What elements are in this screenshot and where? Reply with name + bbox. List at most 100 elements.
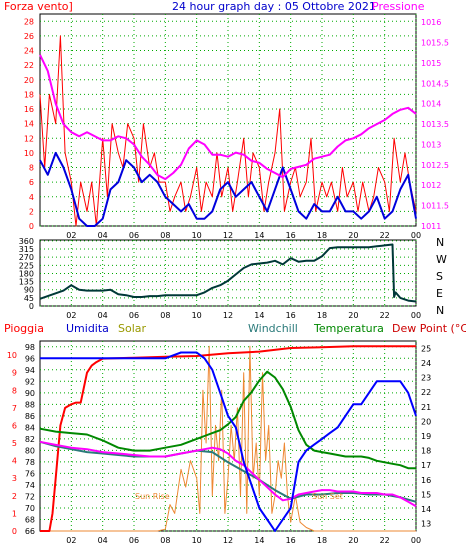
humidity-y-tick: 80 bbox=[25, 446, 35, 455]
compass-label: N bbox=[436, 304, 444, 317]
direction-y-tick: 225 bbox=[19, 261, 34, 270]
direction-y-tick: 360 bbox=[19, 237, 34, 246]
rain-y-tick: 2 bbox=[12, 492, 17, 501]
direction-x-tick: 02 bbox=[66, 311, 76, 320]
wind-x-tick: 18 bbox=[317, 231, 327, 240]
wind-x-tick: 22 bbox=[380, 231, 390, 240]
compass-label: S bbox=[436, 270, 443, 283]
temperature-y-tick: 18 bbox=[421, 447, 431, 456]
direction-y-tick: 135 bbox=[19, 278, 34, 287]
temperature-y-tick: 19 bbox=[421, 432, 431, 441]
dewpoint-label: Dew Point (°C) bbox=[392, 322, 466, 335]
rain-y-tick: 4 bbox=[12, 457, 17, 466]
direction-x-tick: 20 bbox=[348, 311, 358, 320]
direction-y-tick: 0 bbox=[29, 302, 34, 311]
pressure-y-tick: 1012.5 bbox=[421, 161, 449, 170]
rain-y-tick: 3 bbox=[12, 474, 17, 483]
humidity-y-tick: 84 bbox=[25, 423, 35, 432]
rain-y-tick: 7 bbox=[12, 404, 17, 413]
pressure-y-tick: 1011 bbox=[421, 222, 441, 231]
temperature-y-tick: 14 bbox=[421, 505, 431, 514]
direction-x-tick: 16 bbox=[286, 311, 296, 320]
wind-y-tick: 6 bbox=[29, 178, 34, 187]
wind-y-tick: 0 bbox=[29, 222, 34, 231]
temperature-line bbox=[39, 370, 416, 470]
sunrise-annotation: Sun Rise bbox=[135, 492, 170, 501]
direction-y-tick: 315 bbox=[19, 245, 34, 254]
temperature-y-tick: 23 bbox=[421, 374, 431, 383]
wind-y-tick: 22 bbox=[24, 61, 34, 70]
rain-y-tick: 0 bbox=[12, 527, 17, 536]
rain-y-tick: 1 bbox=[12, 509, 17, 518]
wind-y-tick: 26 bbox=[24, 32, 34, 41]
humidity-y-tick: 94 bbox=[25, 366, 35, 375]
temperature-y-tick: 21 bbox=[421, 403, 431, 412]
pressure-y-tick: 1014 bbox=[421, 100, 441, 109]
wind-x-tick: 06 bbox=[129, 231, 139, 240]
humidity-y-tick: 68 bbox=[25, 515, 35, 524]
temperature-y-tick: 20 bbox=[421, 417, 431, 426]
rain-y-tick: 5 bbox=[12, 439, 17, 448]
wind-y-tick: 2 bbox=[29, 207, 34, 216]
wind_direction-line bbox=[39, 243, 417, 303]
temperature-y-tick: 24 bbox=[421, 359, 431, 368]
humidity-y-tick: 78 bbox=[25, 458, 35, 467]
wind_gust-line bbox=[39, 35, 417, 227]
rain-y-tick: 9 bbox=[12, 369, 17, 378]
direction-x-tick: 10 bbox=[192, 311, 202, 320]
compass-label: W bbox=[436, 253, 447, 266]
direction-x-tick: 12 bbox=[223, 311, 233, 320]
pressure-y-tick: 1012 bbox=[421, 181, 441, 190]
wind-axis-label: Forza vento] bbox=[4, 0, 73, 13]
direction-y-tick: 270 bbox=[19, 253, 34, 262]
humidity-y-tick: 96 bbox=[25, 354, 35, 363]
wind-x-tick: 12 bbox=[223, 231, 233, 240]
wind-y-tick: 4 bbox=[29, 193, 34, 202]
direction-x-tick: 08 bbox=[160, 311, 170, 320]
wind-y-tick: 12 bbox=[24, 134, 34, 143]
wind-x-tick: 14 bbox=[254, 231, 264, 240]
temperature-label: Temperatura bbox=[313, 322, 384, 335]
wind-x-tick: 04 bbox=[98, 231, 108, 240]
direction-y-tick: 45 bbox=[24, 294, 34, 303]
wind-y-tick: 14 bbox=[24, 120, 34, 129]
direction-x-tick: 18 bbox=[317, 311, 327, 320]
wind-y-tick: 16 bbox=[24, 105, 34, 114]
climate-x-tick: 08 bbox=[160, 536, 170, 545]
climate-x-tick: 16 bbox=[286, 536, 296, 545]
humidity-y-tick: 70 bbox=[25, 504, 35, 513]
rain-y-tick: 8 bbox=[12, 386, 17, 395]
wind-x-tick: 08 bbox=[160, 231, 170, 240]
compass-label: N bbox=[436, 236, 444, 249]
pressure-y-tick: 1015 bbox=[421, 59, 441, 68]
wind-y-tick: 10 bbox=[24, 149, 34, 158]
climate-x-tick: 10 bbox=[192, 536, 202, 545]
pressure-y-tick: 1011.5 bbox=[421, 202, 449, 211]
climate-x-tick: 02 bbox=[66, 536, 76, 545]
wind-x-tick: 00 bbox=[411, 231, 421, 240]
rain-y-tick: 10 bbox=[7, 351, 17, 360]
pressure-y-tick: 1015.5 bbox=[421, 39, 449, 48]
humidity-y-tick: 72 bbox=[25, 492, 35, 501]
humidity-y-tick: 82 bbox=[25, 435, 35, 444]
rain-y-tick: 6 bbox=[12, 421, 17, 430]
wind-y-tick: 24 bbox=[24, 47, 34, 56]
humidity-y-tick: 74 bbox=[25, 481, 35, 490]
tick-labels: 024681012141618202224262810111011.510121… bbox=[7, 17, 449, 545]
wind-y-tick: 20 bbox=[24, 76, 34, 85]
humidity-line bbox=[40, 351, 417, 532]
humidity-label: Umidita bbox=[66, 322, 109, 335]
temperature-y-tick: 13 bbox=[421, 520, 431, 529]
wind-x-tick: 16 bbox=[286, 231, 296, 240]
direction-x-tick: 04 bbox=[98, 311, 108, 320]
windchill-line bbox=[39, 440, 417, 503]
page-title: 24 hour graph day : 05 Ottobre 2021 bbox=[172, 0, 376, 13]
wind-x-tick: 10 bbox=[192, 231, 202, 240]
humidity-y-tick: 90 bbox=[25, 389, 35, 398]
solar-line bbox=[40, 345, 416, 532]
direction-x-tick: 06 bbox=[129, 311, 139, 320]
temperature-y-tick: 16 bbox=[421, 476, 431, 485]
climate-x-tick: 14 bbox=[254, 536, 264, 545]
